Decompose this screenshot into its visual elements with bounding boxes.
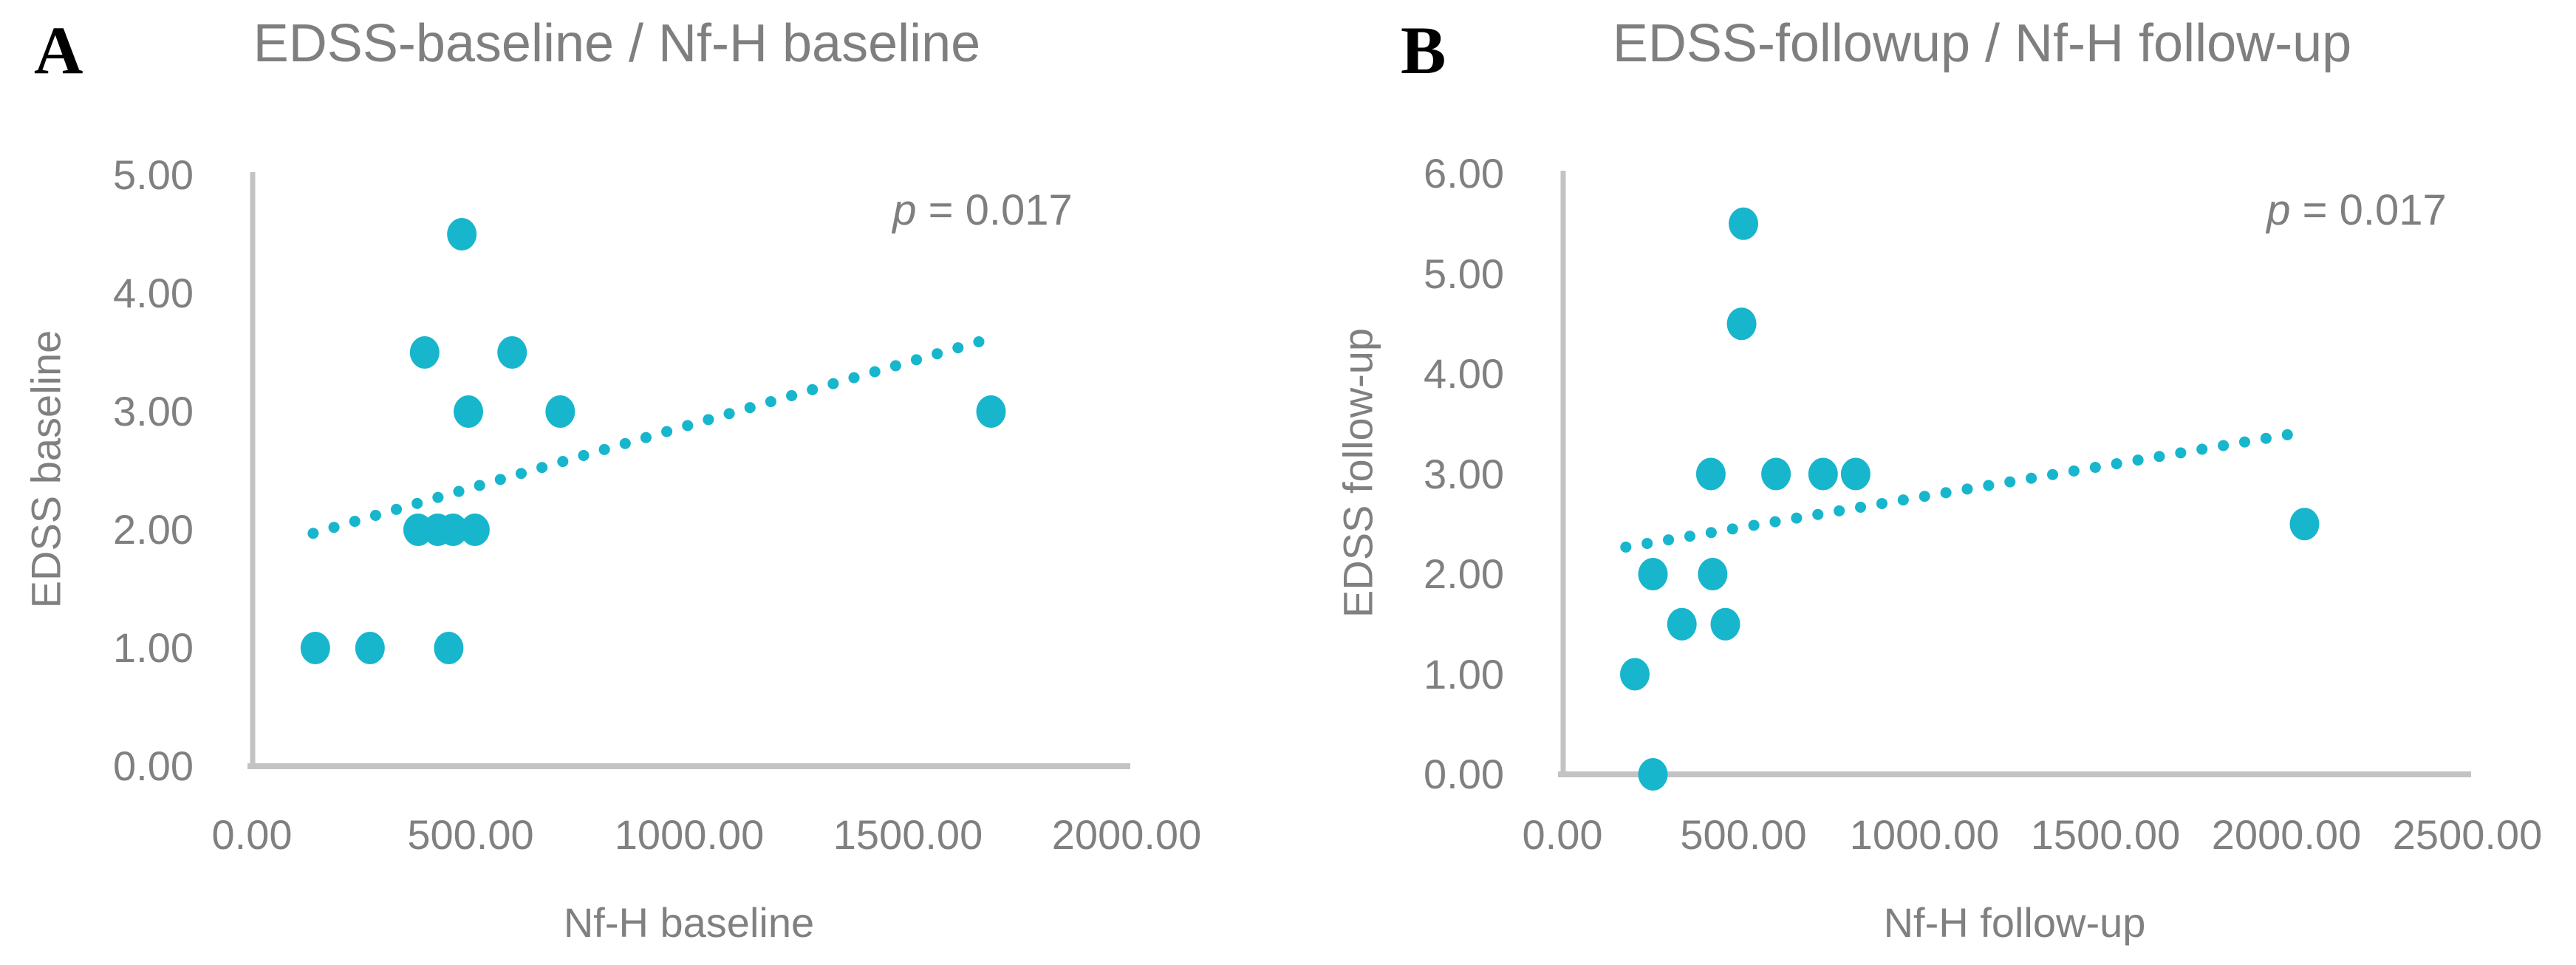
trend-line: [307, 333, 997, 539]
y-tick-label: 6.00: [1424, 150, 1504, 197]
data-point: [976, 395, 1006, 428]
data-point: [1840, 457, 1870, 491]
panel-b-x-axis-title: Nf-H follow-up: [1883, 899, 2146, 946]
data-point: [1667, 607, 1697, 641]
p-symbol: p: [892, 186, 917, 234]
x-tick-label: 500.00: [407, 811, 534, 858]
x-tick-label: 2000.00: [1051, 811, 1202, 858]
p-value-text: = 0.017: [916, 186, 1073, 234]
panel-a-letter: A: [34, 13, 83, 88]
y-tick-label: 3.00: [113, 388, 194, 434]
data-point: [1620, 658, 1650, 691]
data-point: [1726, 307, 1757, 341]
panel-b-letter: B: [1401, 13, 1446, 88]
data-point: [1698, 558, 1728, 590]
x-tick-label: 2000.00: [2211, 811, 2362, 858]
y-tick-label: 1.00: [113, 624, 194, 671]
x-tick-label: 500.00: [1680, 811, 1807, 858]
data-point: [1638, 558, 1668, 590]
data-point: [545, 395, 575, 428]
data-point: [355, 632, 385, 664]
data-point: [459, 514, 490, 546]
y-tick-label: 5.00: [1424, 250, 1504, 297]
y-tick-label: 2.00: [1424, 550, 1504, 597]
panel-b-chart-title: EDSS-followup / Nf-H follow-up: [1612, 14, 2352, 73]
y-tick-label: 4.00: [113, 270, 194, 316]
y-tick-label: 1.00: [1424, 650, 1504, 698]
y-tick-label: 0.00: [1424, 751, 1504, 797]
panel-a-chart-title: EDSS-baseline / Nf-H baseline: [253, 14, 981, 73]
x-tick-label: 1000.00: [1849, 811, 2000, 858]
data-point: [300, 632, 330, 664]
data-point: [434, 632, 464, 664]
panel-a-x-axis-title: Nf-H baseline: [563, 899, 815, 946]
data-point: [409, 336, 440, 369]
x-tick-label: 1500.00: [833, 811, 983, 858]
data-point: [1710, 607, 1740, 641]
x-tick-label: 1000.00: [614, 811, 765, 858]
p-symbol: p: [2266, 186, 2291, 234]
panel-b-p-value-annotation: p = 0.017: [2266, 185, 2447, 236]
y-tick-label: 5.00: [113, 151, 194, 198]
panel-a-p-value-annotation: p = 0.017: [892, 185, 1073, 236]
trend-line: [1620, 428, 2297, 553]
data-point: [454, 395, 484, 428]
x-tick-label: 0.00: [211, 811, 293, 858]
data-point: [1729, 207, 1758, 240]
data-point: [1761, 457, 1791, 491]
data-point: [497, 336, 527, 369]
panel-a-y-axis-title: EDSS baseline: [22, 330, 69, 609]
p-value-text: = 0.017: [2290, 186, 2447, 234]
y-tick-label: 0.00: [113, 743, 194, 789]
data-point: [2289, 508, 2320, 541]
data-point: [438, 514, 468, 546]
x-tick-label: 0.00: [1522, 811, 1603, 858]
x-tick-label: 1500.00: [2030, 811, 2181, 858]
data-point: [1638, 758, 1668, 791]
data-point: [1808, 457, 1838, 491]
y-tick-label: 2.00: [113, 506, 194, 553]
x-tick-label: 2500.00: [2392, 811, 2543, 858]
data-point: [447, 218, 477, 250]
y-tick-label: 3.00: [1424, 450, 1504, 497]
data-point: [1695, 457, 1726, 491]
y-tick-label: 4.00: [1424, 350, 1504, 397]
